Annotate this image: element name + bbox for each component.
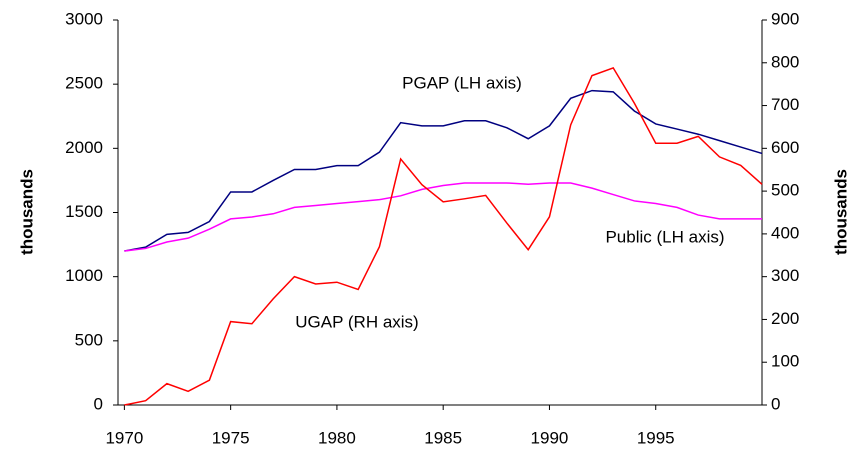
y-tick-label: 2000 xyxy=(65,138,103,157)
y2-tick-label: 300 xyxy=(771,266,799,285)
y-tick-label: 3000 xyxy=(65,9,103,28)
x-tick-label: 1995 xyxy=(637,428,675,447)
series-line xyxy=(124,182,762,252)
x-tick-label: 1990 xyxy=(531,428,569,447)
y2-tick-label: 400 xyxy=(771,223,799,242)
y-tick-label: 0 xyxy=(94,394,103,413)
y2-axis-title: thousands xyxy=(831,169,850,255)
x-tick-label: 1985 xyxy=(424,428,462,447)
y2-tick-label: 0 xyxy=(771,394,780,413)
y2-tick-label: 900 xyxy=(771,9,799,28)
y-tick-label: 500 xyxy=(75,330,103,349)
series-label: UGAP (RH axis) xyxy=(295,312,418,331)
y2-tick-label: 800 xyxy=(771,52,799,71)
x-tick-label: 1975 xyxy=(212,428,250,447)
x-tick-label: 1970 xyxy=(105,428,143,447)
y2-tick-label: 500 xyxy=(771,181,799,200)
y2-tick-label: 700 xyxy=(771,95,799,114)
series-line xyxy=(124,66,763,406)
x-tick-label: 1980 xyxy=(318,428,356,447)
y-axis-title: thousands xyxy=(17,169,36,255)
y2-tick-label: 600 xyxy=(771,138,799,157)
y-tick-label: 1500 xyxy=(65,202,103,221)
y2-tick-label: 200 xyxy=(771,309,799,328)
series-line xyxy=(124,89,763,252)
series-label: Public (LH axis) xyxy=(605,227,724,246)
y2-tick-label: 100 xyxy=(771,352,799,371)
y-tick-label: 2500 xyxy=(65,74,103,93)
y-tick-label: 1000 xyxy=(65,266,103,285)
series-label: PGAP (LH axis) xyxy=(402,73,522,92)
